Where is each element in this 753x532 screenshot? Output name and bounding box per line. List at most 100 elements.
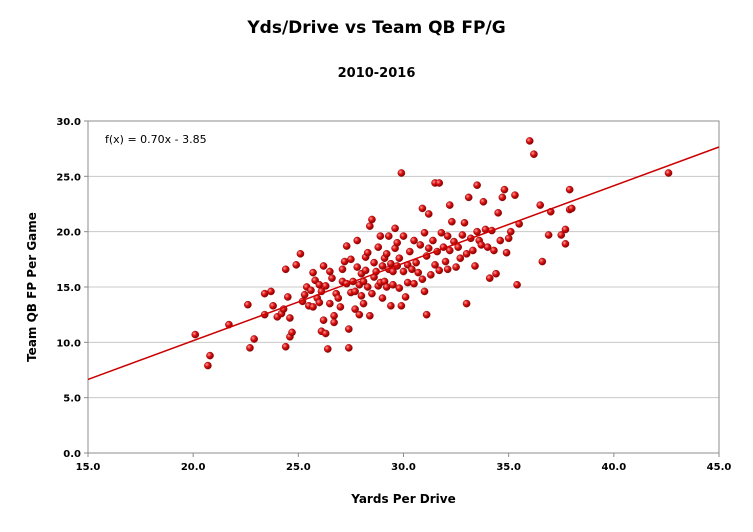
data-point	[408, 265, 416, 274]
data-point	[319, 316, 328, 325]
data-point	[452, 263, 460, 271]
data-point	[300, 290, 309, 299]
data-point	[204, 361, 212, 370]
y-tick-label: 10.0	[56, 338, 81, 349]
data-point	[530, 150, 538, 158]
chart-subtitle: 2010-2016	[337, 66, 416, 81]
data-point	[366, 311, 374, 320]
y-tick-label: 20.0	[56, 228, 81, 239]
data-point	[321, 329, 330, 338]
data-point	[389, 280, 397, 289]
data-point	[431, 261, 439, 269]
data-point	[561, 225, 570, 234]
data-point	[502, 248, 511, 257]
data-point	[382, 249, 391, 258]
data-point	[281, 342, 290, 351]
data-point	[561, 240, 570, 248]
data-point	[326, 299, 334, 308]
data-point	[296, 249, 305, 258]
data-point	[269, 302, 277, 310]
data-point	[506, 227, 515, 236]
data-point	[399, 267, 408, 276]
data-point	[490, 246, 498, 255]
data-point	[206, 351, 214, 360]
x-axis-ticks: 15.0 20.0 25.0 30.0 35.0 40.0 45.0	[76, 453, 731, 473]
data-point	[244, 300, 252, 309]
data-point	[410, 279, 418, 288]
data-point	[342, 242, 351, 250]
x-tick-label: 15.0	[76, 462, 101, 473]
data-point	[567, 204, 576, 213]
data-point	[443, 232, 452, 240]
data-point	[336, 303, 345, 311]
data-point	[250, 335, 258, 343]
data-point	[422, 310, 431, 319]
data-point	[429, 236, 437, 245]
data-point	[565, 185, 574, 194]
data-point	[536, 201, 545, 209]
data-point	[462, 299, 471, 308]
y-tick-label: 30.0	[56, 117, 81, 128]
x-tick-label: 20.0	[181, 462, 206, 473]
data-point	[351, 287, 359, 296]
data-point	[374, 243, 383, 251]
data-point	[382, 283, 391, 291]
data-point	[363, 248, 372, 257]
data-point	[387, 302, 395, 310]
data-point	[309, 303, 317, 311]
data-point	[525, 137, 534, 145]
trendline	[87, 146, 720, 381]
data-point	[315, 280, 324, 289]
data-point	[345, 325, 353, 333]
data-point	[403, 278, 412, 287]
data-point	[378, 294, 387, 302]
data-point	[357, 292, 366, 300]
data-point	[389, 267, 397, 276]
data-point	[445, 201, 454, 209]
data-point	[328, 274, 336, 282]
data-point	[399, 232, 408, 240]
data-point	[418, 275, 427, 284]
data-point	[368, 289, 376, 298]
data-point	[500, 185, 509, 194]
chart-title: Yds/Drive vs Team QB FP/G	[247, 18, 506, 38]
data-points	[191, 137, 673, 370]
data-point	[544, 231, 553, 239]
data-point	[397, 169, 406, 177]
data-point	[504, 234, 513, 243]
data-point	[191, 330, 200, 339]
data-point	[353, 263, 362, 271]
data-point	[469, 246, 477, 255]
x-tick-label: 40.0	[601, 462, 626, 473]
y-tick-label: 5.0	[63, 394, 81, 405]
data-point	[368, 215, 376, 224]
data-point	[416, 241, 425, 249]
x-tick-label: 35.0	[496, 462, 521, 473]
data-point	[378, 262, 387, 270]
x-tick-label: 25.0	[286, 462, 311, 473]
data-point	[427, 271, 435, 279]
y-axis-ticks: 0.0 5.0 10.0 15.0 20.0 25.0 30.0	[56, 117, 88, 460]
data-point	[326, 267, 334, 276]
data-point	[462, 249, 471, 258]
data-point	[338, 265, 347, 274]
data-point	[511, 191, 519, 199]
data-point	[448, 217, 456, 226]
y-tick-label: 0.0	[63, 449, 81, 460]
data-point	[435, 266, 444, 275]
data-point	[393, 238, 401, 247]
data-point	[420, 228, 429, 237]
data-point	[492, 269, 500, 278]
y-tick-label: 25.0	[56, 172, 81, 183]
data-point	[485, 274, 494, 282]
data-point	[513, 280, 521, 289]
data-point	[345, 344, 353, 352]
x-tick-label: 30.0	[391, 462, 416, 473]
data-point	[319, 262, 328, 270]
data-point	[286, 314, 294, 322]
x-axis-label: Yards Per Drive	[350, 492, 456, 506]
data-point	[376, 232, 385, 240]
data-point	[445, 246, 454, 255]
data-point	[391, 224, 399, 233]
data-point	[366, 222, 374, 230]
